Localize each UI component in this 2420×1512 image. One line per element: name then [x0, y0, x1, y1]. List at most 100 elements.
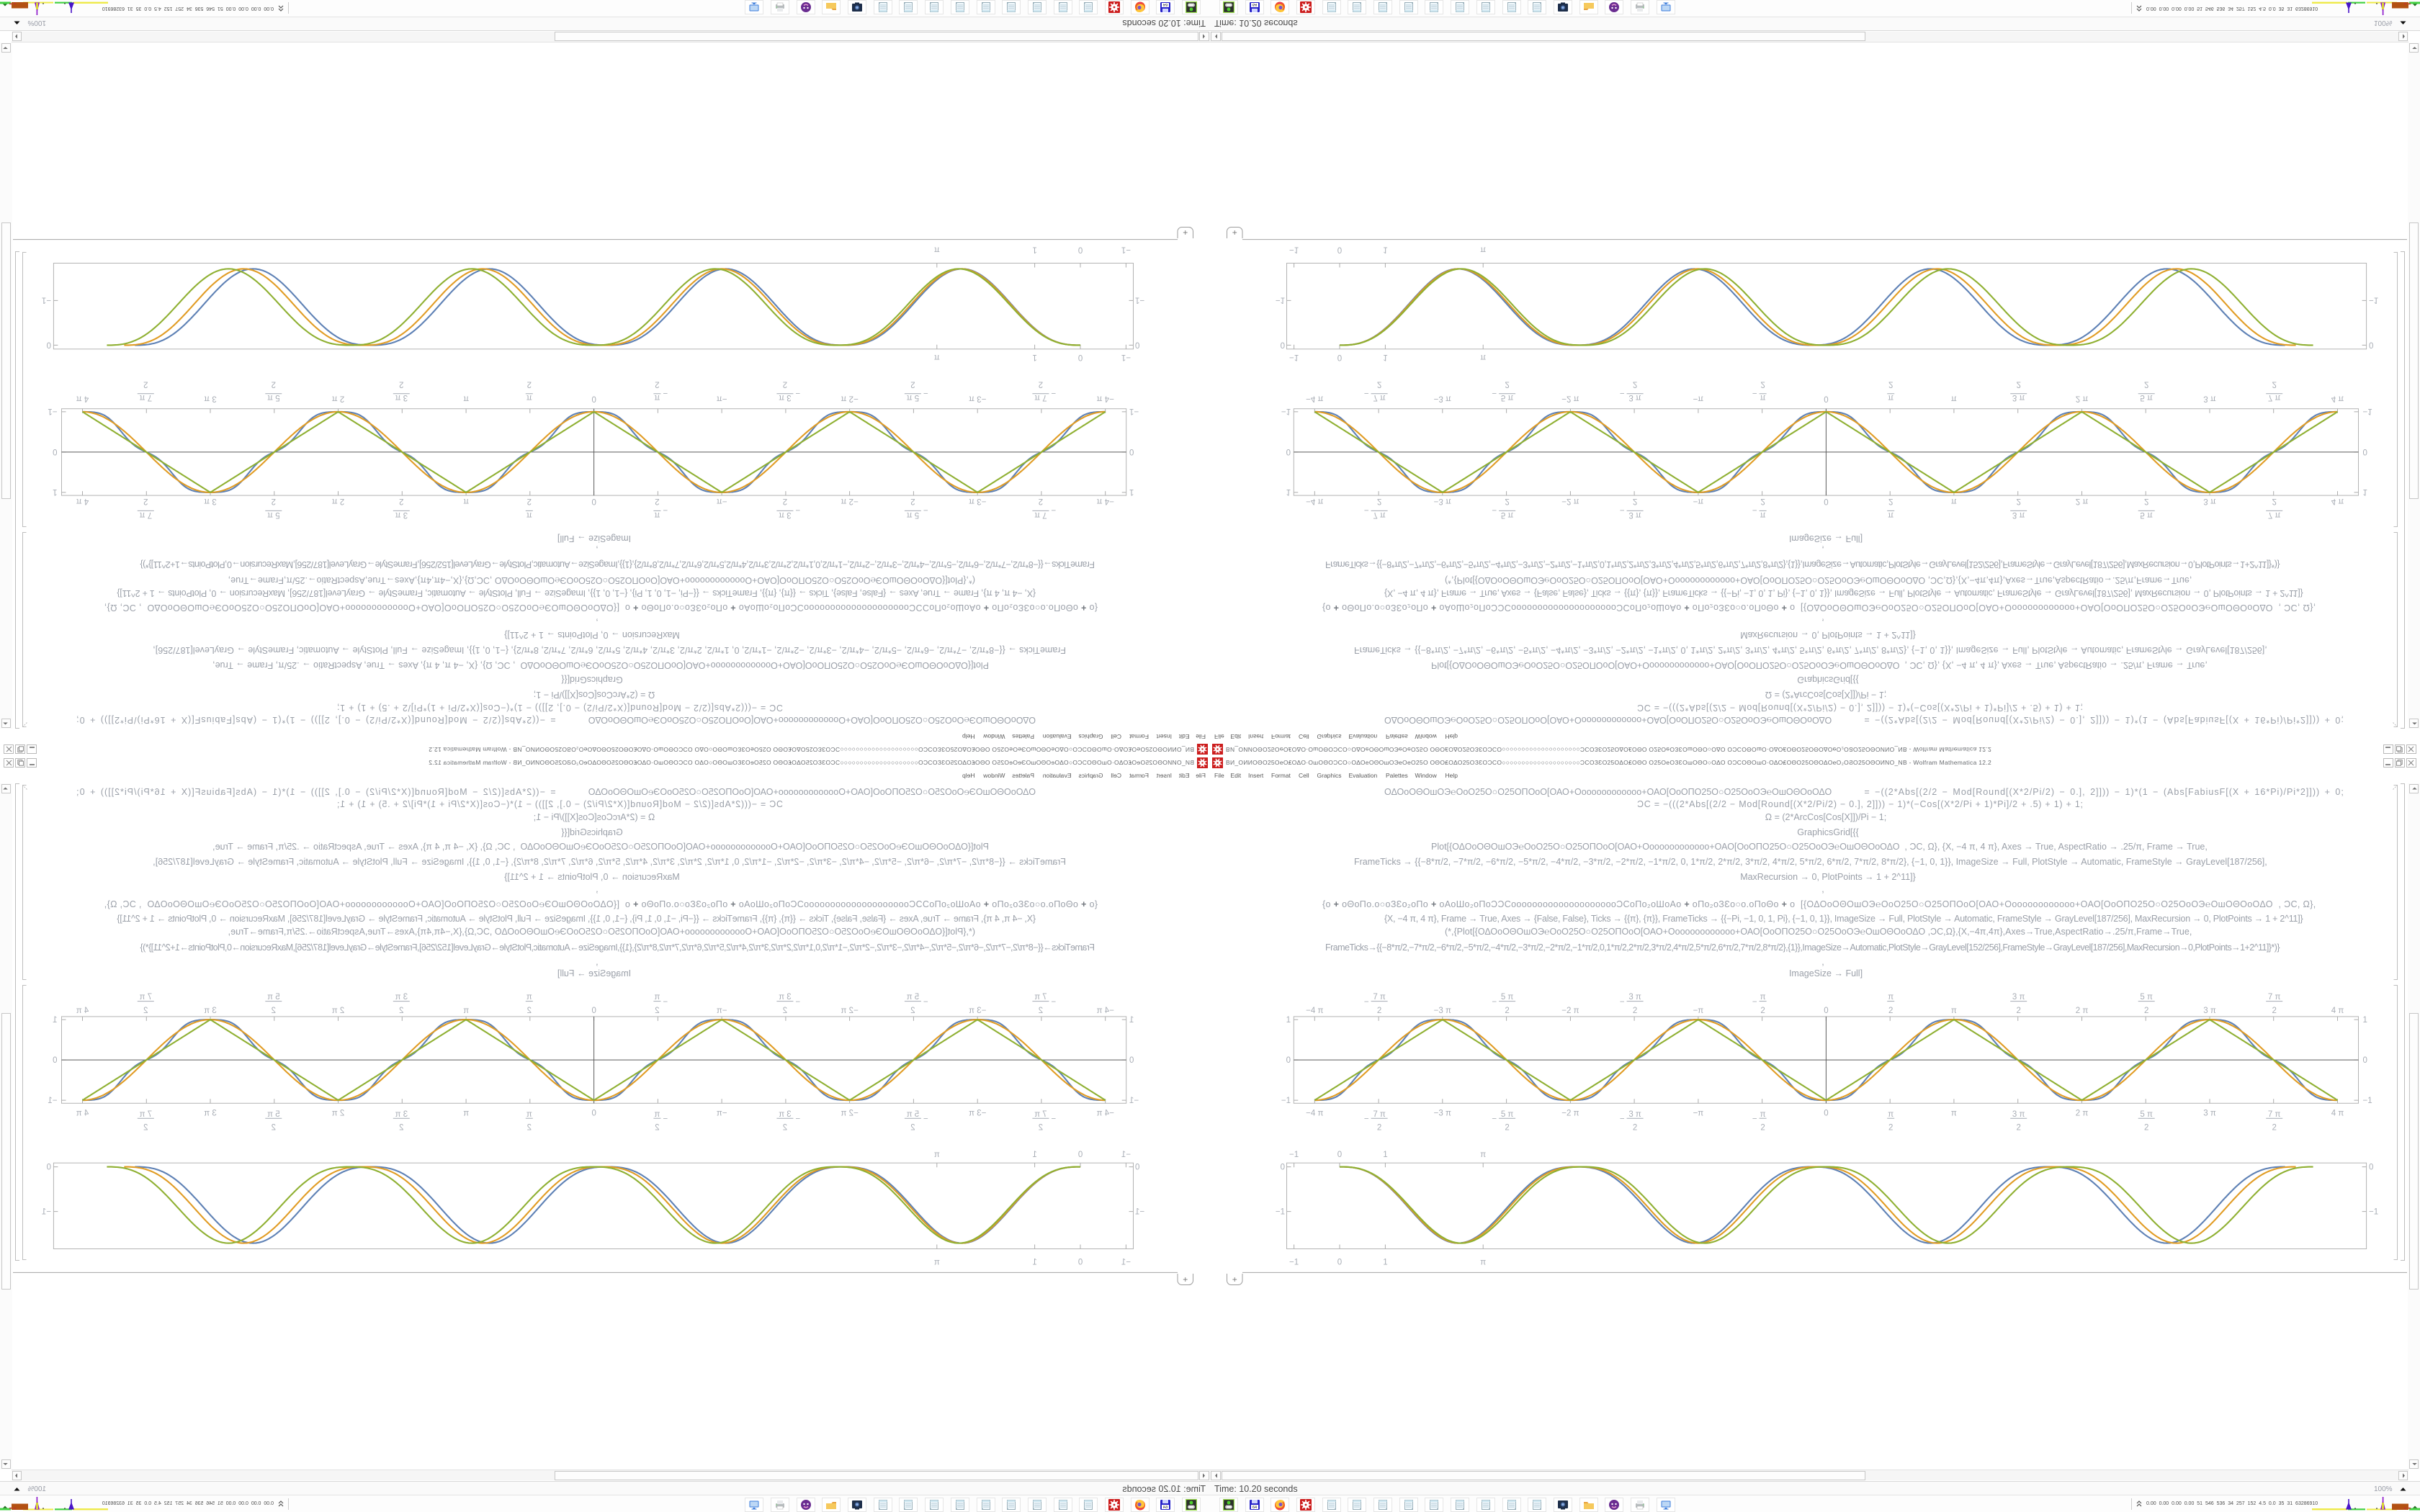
svg-text:3 π: 3 π: [2012, 1110, 2025, 1119]
svg-text:−2 π: −2 π: [1561, 1109, 1579, 1117]
svg-text:−: −: [1051, 389, 1056, 397]
svg-text:−3 π: −3 π: [969, 1007, 986, 1015]
svg-text:3 π: 3 π: [204, 395, 217, 403]
svg-text:2: 2: [2272, 1123, 2276, 1132]
svg-text:π: π: [654, 993, 660, 1002]
svg-text:−: −: [923, 505, 928, 514]
svg-text:−2 π: −2 π: [841, 395, 858, 403]
svg-text:−1: −1: [1121, 1151, 1131, 1159]
svg-text:3 π: 3 π: [395, 993, 408, 1002]
svg-text:−3 π: −3 π: [969, 395, 986, 403]
svg-text:π: π: [1951, 1007, 1957, 1015]
svg-text:2: 2: [2144, 1007, 2148, 1015]
svg-text:−1: −1: [2369, 1207, 2378, 1216]
svg-text:−: −: [1492, 389, 1497, 397]
svg-text:2: 2: [1505, 497, 1509, 505]
svg-text:2: 2: [2016, 497, 2020, 505]
svg-text:−1: −1: [1135, 296, 1144, 305]
svg-text:π: π: [1480, 353, 1486, 361]
svg-text:0: 0: [2369, 1163, 2373, 1171]
svg-text:7 π: 7 π: [2268, 393, 2281, 402]
svg-text:−: −: [1752, 998, 1757, 1007]
svg-text:3 π: 3 π: [1628, 510, 1641, 519]
svg-text:0: 0: [53, 1056, 57, 1065]
svg-text:0: 0: [1078, 1151, 1083, 1159]
svg-text:2 π: 2 π: [2076, 1109, 2089, 1117]
svg-text:−: −: [1620, 389, 1625, 397]
svg-text:−1: −1: [2369, 296, 2378, 305]
svg-text:π: π: [1760, 1110, 1766, 1119]
svg-text:7 π: 7 π: [1034, 993, 1047, 1002]
svg-text:3 π: 3 π: [1628, 993, 1641, 1002]
svg-text:π: π: [1480, 245, 1486, 253]
svg-text:−1: −1: [1281, 407, 1291, 415]
svg-text:−: −: [1620, 998, 1625, 1007]
svg-text:2: 2: [527, 1123, 532, 1132]
svg-text:−4 π: −4 π: [1306, 1007, 1323, 1015]
svg-text:−: −: [923, 1115, 928, 1123]
svg-text:2: 2: [1039, 497, 1043, 505]
svg-text:3 π: 3 π: [204, 1109, 217, 1117]
svg-text:7 π: 7 π: [139, 393, 152, 402]
svg-text:π: π: [934, 1151, 940, 1159]
svg-text:7 π: 7 π: [1373, 393, 1386, 402]
svg-text:−4 π: −4 π: [1097, 497, 1114, 505]
svg-text:5 π: 5 π: [267, 510, 280, 519]
svg-text:7 π: 7 π: [139, 1110, 152, 1119]
svg-text:2: 2: [2144, 1123, 2148, 1132]
svg-text:π: π: [934, 353, 940, 361]
svg-text:64: 64: [1163, 2, 1168, 6]
svg-text:−: −: [1752, 505, 1757, 514]
svg-text:3 π: 3 π: [1628, 393, 1641, 402]
svg-text:5 π: 5 π: [1501, 510, 1514, 519]
svg-text:−: −: [1620, 505, 1625, 514]
svg-text:1: 1: [1032, 353, 1036, 361]
svg-text:0: 0: [1135, 1163, 1139, 1171]
svg-text:π: π: [463, 497, 469, 505]
svg-text:4 π: 4 π: [2331, 395, 2344, 403]
svg-text:π: π: [654, 393, 660, 402]
svg-text:7 π: 7 π: [2268, 510, 2281, 519]
svg-text:2: 2: [2016, 1123, 2020, 1132]
svg-text:π: π: [1480, 1151, 1486, 1159]
svg-text:2: 2: [399, 380, 403, 389]
svg-text:0: 0: [1286, 447, 1291, 456]
svg-text:−: −: [1492, 505, 1497, 514]
svg-text:2: 2: [910, 380, 915, 389]
svg-text:3 π: 3 π: [2203, 497, 2216, 505]
svg-text:+: +: [1183, 1274, 1188, 1284]
svg-text:−: −: [795, 1115, 800, 1123]
svg-text:2: 2: [1633, 1007, 1637, 1015]
svg-text:2: 2: [910, 497, 915, 505]
svg-text:7 π: 7 π: [1034, 1110, 1047, 1119]
svg-text:π: π: [934, 245, 940, 253]
svg-text:0: 0: [2369, 341, 2373, 349]
svg-text:2 π: 2 π: [2076, 395, 2089, 403]
svg-text:2: 2: [143, 380, 148, 389]
svg-text:1: 1: [1383, 353, 1387, 361]
svg-text:2 π: 2 π: [332, 395, 345, 403]
svg-text:−: −: [1364, 389, 1369, 397]
svg-text:π: π: [1951, 497, 1957, 505]
svg-text:1: 1: [1032, 245, 1036, 253]
svg-text:−: −: [663, 998, 668, 1007]
svg-text:−1: −1: [2363, 1097, 2372, 1105]
svg-text:π: π: [526, 510, 532, 519]
svg-text:5 π: 5 π: [1501, 393, 1514, 402]
svg-text:64: 64: [1163, 1506, 1168, 1510]
svg-text:0: 0: [1337, 245, 1342, 253]
svg-text:−4 π: −4 π: [1097, 1109, 1114, 1117]
svg-text:1: 1: [2363, 1016, 2367, 1025]
svg-text:2: 2: [1505, 1007, 1509, 1015]
svg-text:−π: −π: [1693, 1007, 1704, 1015]
svg-text:0: 0: [1824, 497, 1828, 505]
svg-text:3 π: 3 π: [2203, 1007, 2216, 1015]
svg-text:2 π: 2 π: [332, 1007, 345, 1015]
svg-text:3 π: 3 π: [779, 1110, 792, 1119]
svg-text:5 π: 5 π: [267, 993, 280, 1002]
svg-text:−1: −1: [42, 296, 51, 305]
svg-text:0: 0: [1129, 447, 1134, 456]
svg-text:7 π: 7 π: [1373, 1110, 1386, 1119]
svg-text:−1: −1: [1289, 353, 1299, 361]
svg-text:0: 0: [1135, 341, 1139, 349]
